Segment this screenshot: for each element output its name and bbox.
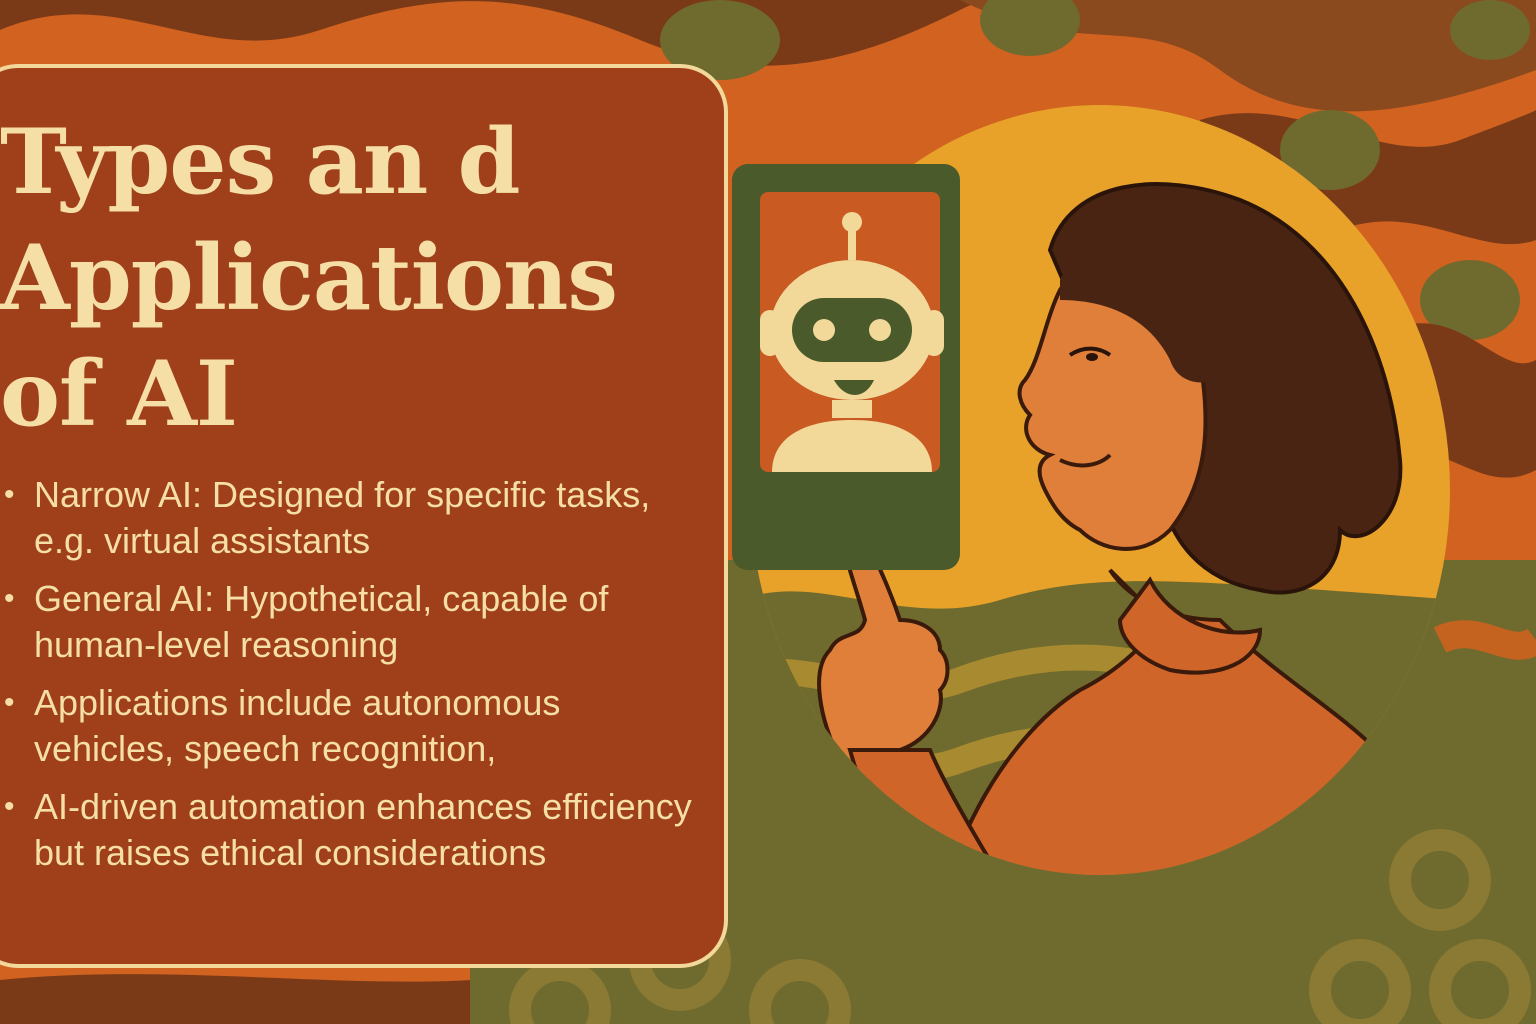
title-line-2: Applications [0,225,618,331]
bullet-dot: • [4,686,15,719]
bullet-text: Narrow AI: Designed for specific tasks, … [34,474,651,561]
bullet-dot: • [4,478,15,511]
bullet-dot: • [4,582,15,615]
page-title: Types an d Applications of AI [0,104,618,452]
title-line-1: Types an d [0,109,521,215]
bullet-text: General AI: Hypothetical, capable of hum… [34,578,609,665]
bullet-dot: • [4,790,15,823]
robot-icon [760,212,944,472]
title-line-3: of AI [0,341,238,447]
bullet-list: • Narrow AI: Designed for specific tasks… [2,472,702,888]
bullet-text: Applications include autonomous vehicles… [34,682,561,769]
bullet-item-general-ai: • General AI: Hypothetical, capable of h… [2,576,702,668]
bullet-item-narrow-ai: • Narrow AI: Designed for specific tasks… [2,472,702,564]
bullet-text: AI-driven automation enhances efficiency… [34,786,692,873]
woman-eye [1068,346,1112,357]
text-panel [0,64,728,968]
bullet-item-automation: • AI-driven automation enhances efficien… [2,784,702,876]
illustration [732,105,1450,875]
bullet-item-applications: • Applications include autonomous vehicl… [2,680,702,772]
